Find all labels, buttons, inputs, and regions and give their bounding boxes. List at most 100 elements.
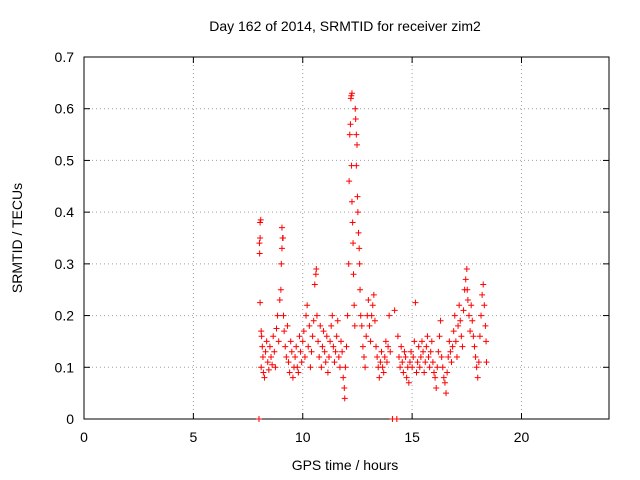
data-point — [479, 291, 486, 298]
data-point — [437, 317, 444, 324]
data-point — [353, 131, 360, 138]
y-tick-label: 0.4 — [55, 204, 75, 220]
data-point — [436, 333, 443, 340]
data-point — [294, 364, 301, 371]
data-point — [378, 348, 385, 355]
data-point — [277, 286, 284, 293]
data-point — [261, 374, 268, 381]
data-point — [275, 338, 282, 345]
data-point — [357, 312, 364, 319]
data-point — [439, 364, 446, 371]
data-point — [351, 302, 358, 309]
data-point — [471, 343, 478, 350]
data-point — [452, 338, 459, 345]
data-point — [385, 343, 392, 350]
data-point — [348, 90, 355, 97]
data-point — [342, 364, 349, 371]
data-point — [313, 312, 320, 319]
data-point — [305, 343, 312, 350]
data-point — [312, 271, 319, 278]
data-point — [391, 307, 398, 314]
data-point — [427, 348, 434, 355]
data-point — [379, 364, 386, 371]
data-point — [438, 353, 445, 360]
data-point — [440, 374, 447, 381]
y-axis-label: SRMTID / TECUs — [9, 183, 25, 293]
data-point — [368, 312, 375, 319]
data-point — [426, 364, 433, 371]
data-point — [467, 328, 474, 335]
x-tick-label: 10 — [295, 429, 311, 445]
data-point — [299, 338, 306, 345]
data-point — [421, 369, 428, 376]
data-point — [433, 384, 440, 391]
data-point — [382, 338, 389, 345]
data-point — [371, 317, 378, 324]
data-point — [280, 312, 287, 319]
data-point — [278, 224, 285, 231]
data-point — [462, 276, 469, 283]
data-point — [443, 390, 450, 397]
y-tick-label: 0 — [66, 411, 74, 427]
data-point — [402, 353, 409, 360]
data-point — [257, 235, 264, 241]
data-point — [416, 364, 423, 371]
data-point — [470, 333, 477, 340]
data-point — [396, 353, 402, 360]
data-point — [400, 369, 407, 376]
data-point — [460, 307, 467, 314]
data-point — [376, 374, 383, 381]
data-point — [357, 286, 364, 293]
data-point — [278, 245, 285, 252]
data-point — [350, 271, 357, 278]
data-point — [322, 359, 329, 366]
data-point — [428, 338, 435, 345]
data-point — [354, 193, 361, 200]
data-point — [386, 312, 393, 319]
plot-frame — [83, 56, 610, 420]
data-point — [343, 343, 350, 350]
data-point — [373, 343, 380, 350]
data-point — [292, 353, 299, 360]
data-point — [283, 353, 290, 360]
data-point — [288, 348, 295, 355]
data-point — [282, 343, 289, 350]
data-point — [422, 359, 429, 366]
data-point — [350, 240, 357, 247]
data-point — [284, 322, 291, 329]
data-point — [257, 219, 264, 226]
data-point — [423, 343, 430, 350]
data-point — [341, 395, 348, 402]
data-point — [354, 141, 360, 148]
data-point — [287, 338, 294, 345]
data-point — [476, 333, 483, 340]
data-point — [448, 359, 455, 366]
data-point — [483, 338, 490, 345]
data-point — [405, 379, 412, 386]
data-point — [425, 353, 432, 360]
data-point — [353, 162, 360, 169]
data-point — [303, 312, 310, 319]
data-point — [380, 369, 387, 376]
y-tick-label: 0.5 — [55, 152, 75, 168]
data-point — [463, 266, 470, 273]
data-point — [278, 260, 285, 267]
data-point — [274, 312, 281, 319]
y-axis: 0 0.1 0.2 0.3 0.4 0.5 0.6 0.7 — [55, 49, 609, 427]
data-point — [326, 353, 332, 360]
data-point — [383, 359, 390, 366]
data-point — [458, 333, 465, 340]
data-point — [469, 317, 476, 324]
data-point — [429, 359, 436, 366]
data-point — [317, 322, 324, 329]
data-point — [406, 359, 413, 366]
data-point — [276, 297, 283, 304]
data-point — [464, 286, 471, 293]
data-point — [280, 235, 287, 241]
data-point — [444, 369, 451, 376]
x-axis: 0 5 10 15 20 — [80, 57, 529, 445]
data-point — [333, 333, 340, 340]
data-point — [381, 353, 388, 360]
data-point — [330, 343, 337, 350]
data-point — [351, 322, 358, 329]
